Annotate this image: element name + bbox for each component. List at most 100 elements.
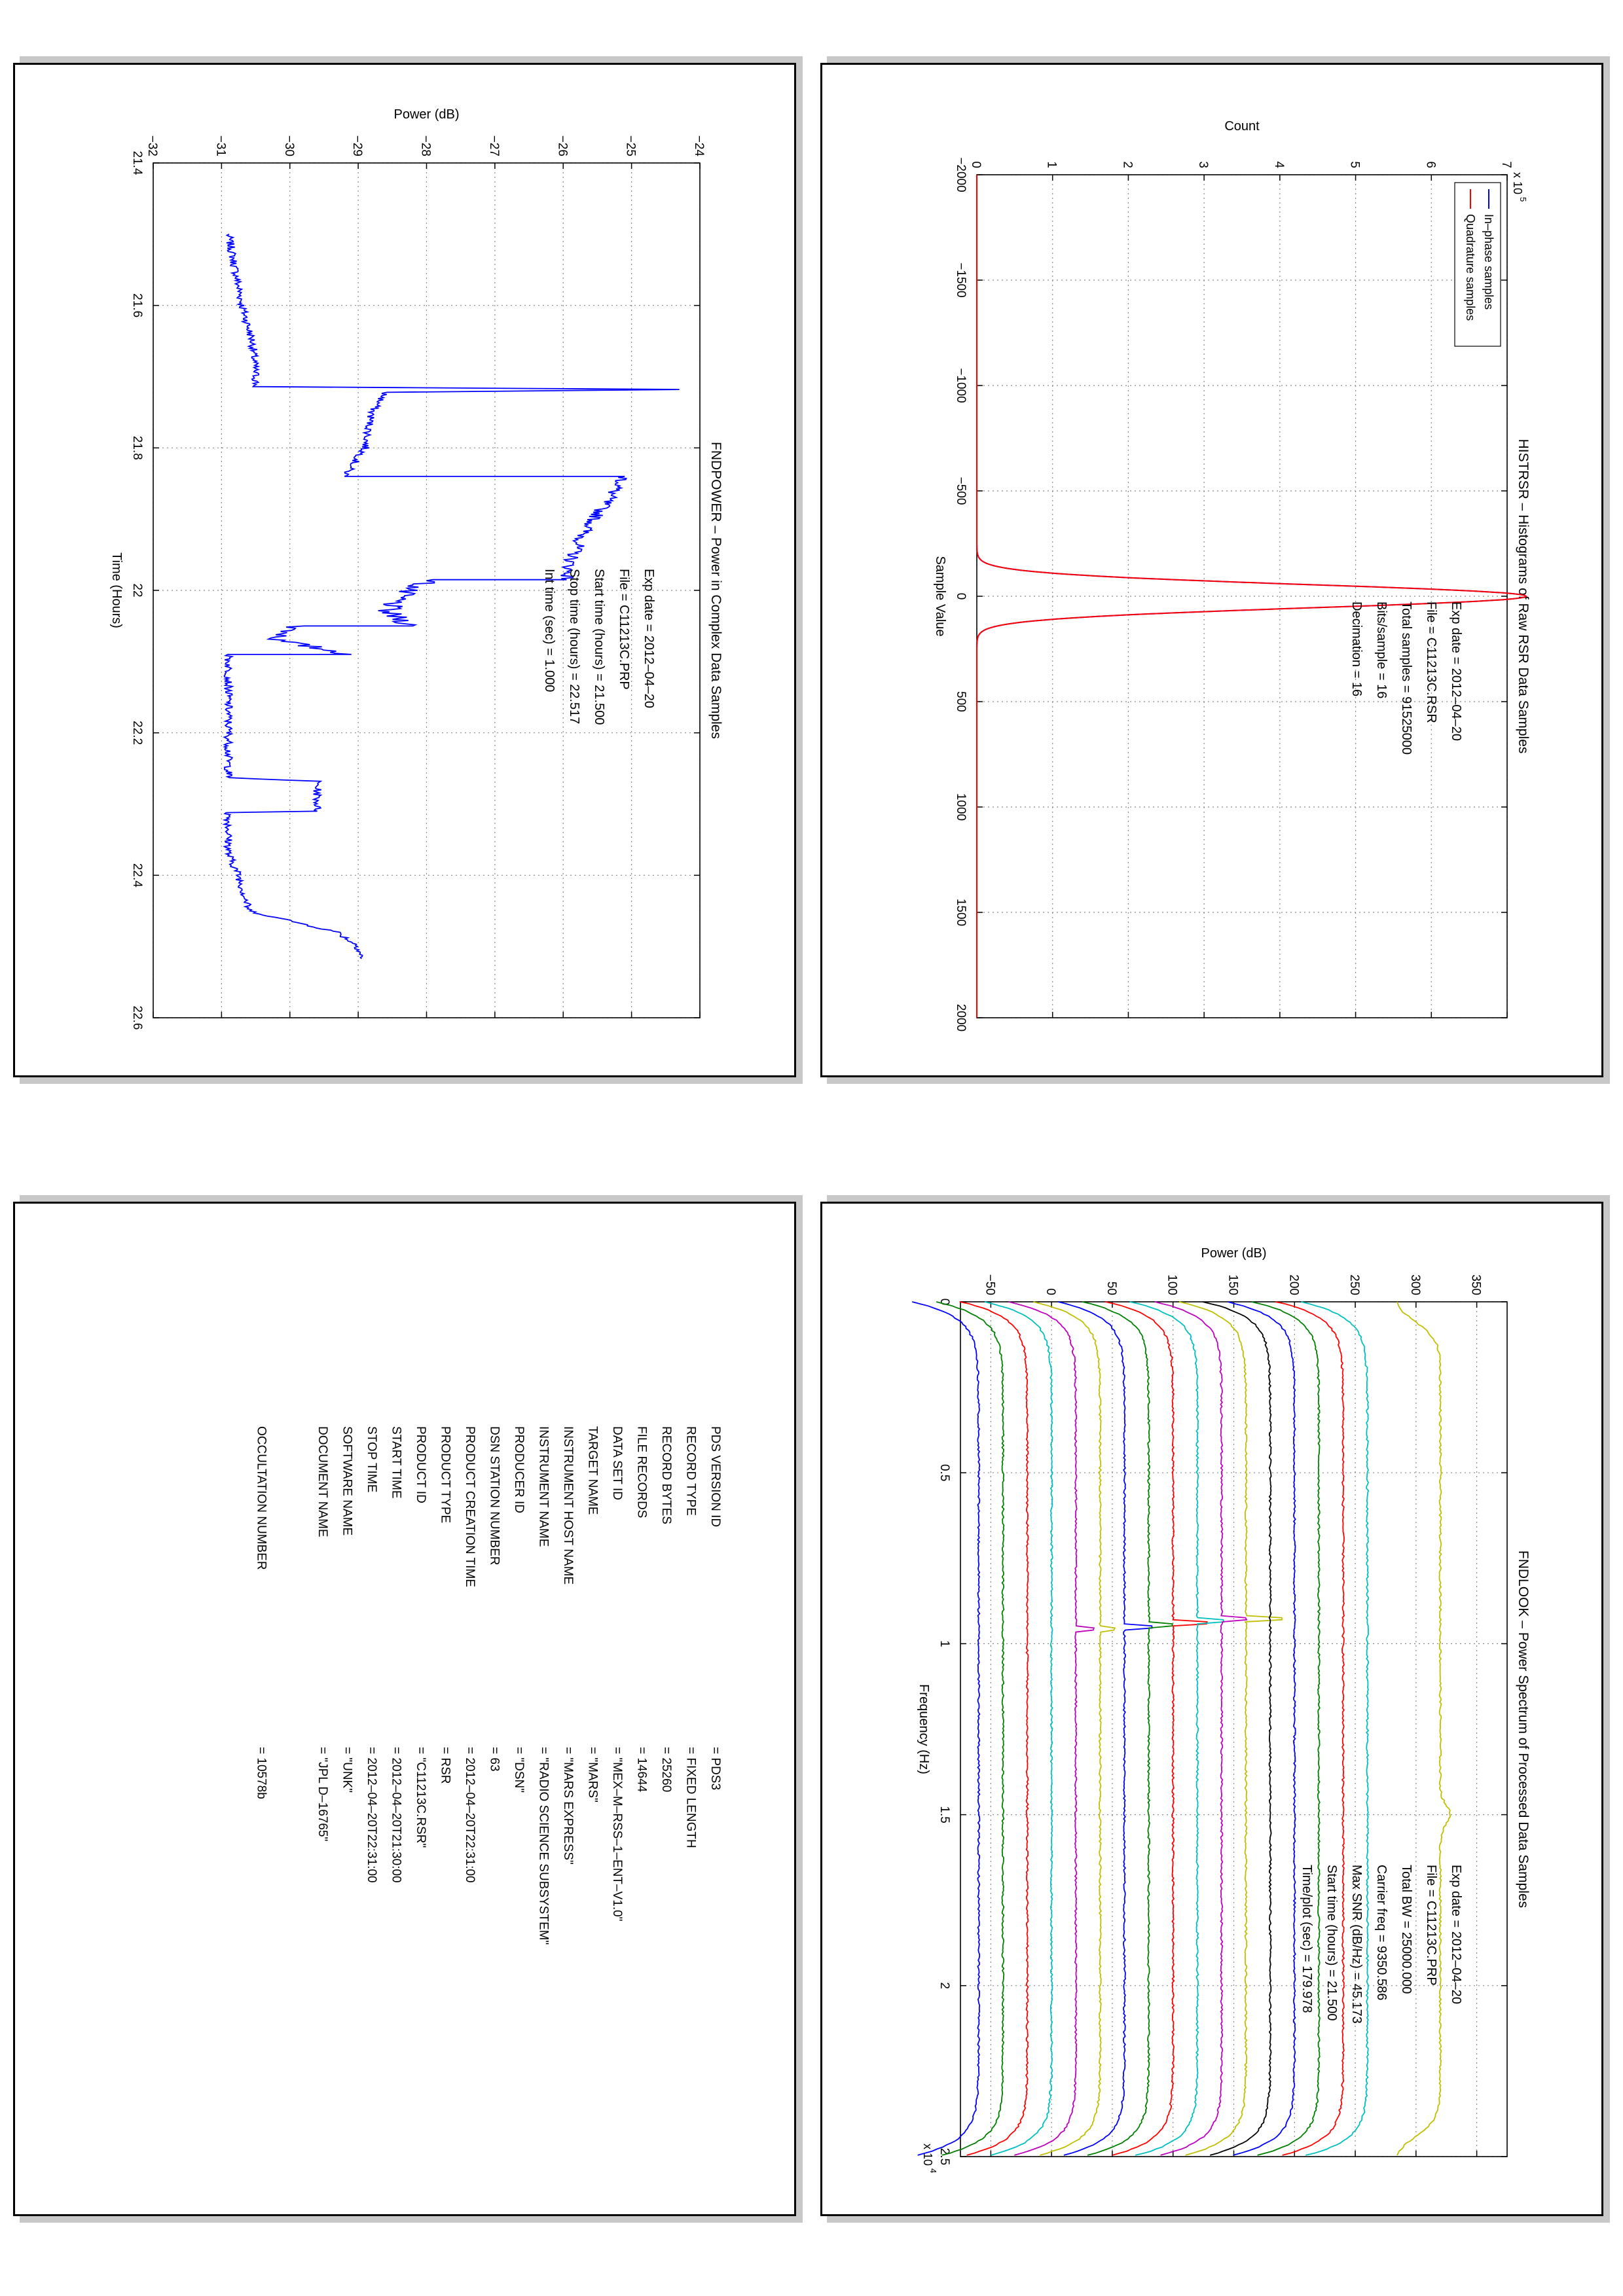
fndlook-series-line: [984, 1301, 1053, 2156]
fndlook-y-tick-label: 150: [1226, 1274, 1240, 1295]
label-value: = 10578b: [254, 1747, 268, 1799]
label-key: SOFTWARE NAME: [340, 1426, 354, 1535]
label-key: PRODUCER ID: [512, 1426, 526, 1513]
fndpower-series-line: [222, 233, 680, 960]
fndpower-info-line: Exp date = 2012–04–20: [642, 569, 656, 708]
label-value: = "JPL D–16765": [316, 1747, 329, 1841]
fndlook-series-line: [1396, 1301, 1451, 2156]
fndpower-y-tick-label: −24: [692, 135, 706, 157]
histrsr-x-tick-label: −1500: [954, 262, 968, 297]
histrsr-info-line: Total samples = 91525000: [1399, 601, 1413, 755]
histrsr-info-line: Decimation = 16: [1349, 601, 1364, 696]
label-value: = "UNK": [340, 1747, 354, 1793]
label-value: = 2012–04–20T21:30:00: [390, 1747, 403, 1883]
fndpower-y-tick-label: −29: [350, 135, 364, 156]
label-value: = "MARS": [586, 1747, 600, 1803]
histrsr-y-tick-label: 3: [1196, 161, 1210, 168]
histrsr-y-tick-label: 2: [1120, 161, 1134, 168]
fndlook-series-line: [1008, 1301, 1095, 2156]
fndpower-y-tick-label: −32: [145, 135, 159, 156]
fndlook-series-line: [1105, 1301, 1208, 2156]
histrsr-x-tick-label: 0: [954, 593, 968, 600]
pds-label-table: PDS VERSION ID = PDS3 RECORD TYPE = FIXED L…: [254, 1426, 722, 1945]
fndpower-y-tick-label: −30: [282, 135, 296, 156]
histrsr-x-tick-label: 2000: [954, 1004, 968, 1031]
fndpower-x-tick-label: 21.4: [130, 151, 144, 175]
label-key: INSTRUMENT HOST NAME: [561, 1426, 575, 1585]
label-value: = "RADIO SCIENCE SUBSYSTEM": [537, 1747, 551, 1945]
histrsr-x-tick-label: 1000: [954, 793, 968, 821]
fndlook-series-line: [1033, 1301, 1116, 2156]
label-key: START TIME: [390, 1426, 403, 1499]
histrsr-chart: −2000 −1500 −1000 −500 0 500 1000 1500 2000 0 1 2 3 4…: [933, 119, 1531, 1031]
fndlook-chart: 0 0.5 1 1.5 2 2.5 −50 0 50 100 150 200 250 300 350 FNDL…: [911, 1246, 1531, 2173]
fndlook-series-line: [1202, 1301, 1272, 2156]
fndpower-y-tick-label: −26: [555, 135, 569, 156]
fndpower-info-line: Int time (sec) = 1.000: [542, 569, 556, 692]
label-value: = "DSN": [512, 1747, 526, 1793]
fndlook-x-multiplier: x 10: [921, 2144, 934, 2166]
label-value: = 63: [488, 1747, 501, 1772]
fndlook-x-tick-label: 1: [938, 1640, 951, 1647]
fndlook-y-label: Power (dB): [1201, 1246, 1266, 1261]
fndlook-info-line: Max SNR (dB/Hz) = 45.173: [1349, 1865, 1364, 2024]
histrsr-x-tick-label: 500: [954, 691, 968, 712]
fndlook-y-tick-label: 0: [1044, 1288, 1057, 1295]
histrsr-legend-entry: In–phase samples: [1482, 214, 1495, 310]
histrsr-info-line: File = C11213C.RSR: [1424, 601, 1438, 723]
fndlook-series-line: [1082, 1301, 1173, 2156]
fndlook-y-tick-label: 300: [1408, 1274, 1422, 1295]
fndlook-series-line: [936, 1301, 1005, 2156]
label-key: STOP TIME: [365, 1426, 378, 1492]
label-value: = "MEX–M–RSS–1–ENT–V1.0": [610, 1747, 624, 1921]
histrsr-y-label: Count: [1224, 119, 1260, 134]
pds-label-frame: PDS VERSION ID = PDS3 RECORD TYPE = FIXED L…: [13, 1202, 796, 2216]
fndpower-x-tick-label: 21.6: [130, 293, 144, 317]
fndlook-y-tick-label: 350: [1469, 1274, 1483, 1295]
label-key: FILE RECORDS: [635, 1426, 649, 1518]
fndlook-title: FNDLOOK – Power Spectrum of Processed Da…: [1516, 1551, 1531, 1908]
histrsr-y-tick-label: 7: [1499, 161, 1513, 168]
label-key: PDS VERSION ID: [708, 1426, 722, 1527]
fndlook-series-line: [1301, 1301, 1370, 2156]
fndlook-x-tick-label: 1.5: [938, 1806, 951, 1823]
label-value: = 2012–04–20T22:31:00: [463, 1747, 477, 1883]
label-key: RECORD TYPE: [684, 1426, 698, 1516]
fndpower-info-line: Start time (hours) = 21.500: [592, 569, 606, 725]
label-value: = 14644: [635, 1747, 649, 1793]
fndpower-y-tick-label: −28: [419, 135, 433, 156]
fndlook-frame: 0 0.5 1 1.5 2 2.5 −50 0 50 100 150 200 250 300 350 FNDL…: [820, 1202, 1603, 2216]
label-key: PRODUCT CREATION TIME: [463, 1426, 477, 1587]
label-key: INSTRUMENT NAME: [537, 1426, 551, 1547]
fndpower-y-tick-label: −31: [213, 135, 227, 156]
fndpower-y-label: Power (dB): [393, 107, 459, 122]
fndlook-x-label: Frequency (Hz): [917, 1684, 931, 1774]
fndlook-series-line: [1058, 1301, 1153, 2156]
label-value: = "C11213C.RSR": [414, 1747, 428, 1848]
fndlook-y-tick-label: 50: [1104, 1282, 1118, 1295]
fndlook-series-line: [1251, 1301, 1321, 2156]
label-key: TARGET NAME: [586, 1426, 600, 1515]
histrsr-info-line: Bits/sample = 16: [1374, 601, 1389, 698]
label-key: RECORD BYTES: [659, 1426, 673, 1524]
fndpower-info-line: Stop time (hours) = 22.517: [567, 569, 581, 724]
histrsr-x-tick-label: −1000: [954, 368, 968, 403]
label-key: DOCUMENT NAME: [316, 1426, 329, 1537]
fndlook-info-line: Time/plot (sec) = 179.978: [1300, 1865, 1314, 2013]
label-key: PRODUCT TYPE: [439, 1426, 452, 1523]
fndpower-x-label: Time (Hours): [109, 552, 124, 628]
histrsr-y-tick-label: 6: [1423, 161, 1437, 168]
fndlook-x-tick-label: 2.5: [938, 2148, 951, 2165]
fndlook-x-tick-label: 0.5: [938, 1464, 951, 1481]
fndlook-info-line: Start time (hours) = 21.500: [1324, 1865, 1339, 2020]
fndlook-series-line: [1178, 1301, 1283, 2156]
fndlook-y-tick-label: −50: [983, 1274, 996, 1295]
fndlook-x-tick-label: 2: [938, 1982, 951, 1990]
histrsr-x-label: Sample Value: [933, 556, 947, 636]
histrsr-series-line: [976, 175, 1527, 1018]
label-key: DSN STATION NUMBER: [488, 1426, 501, 1566]
histrsr-x-tick-label: −2000: [954, 157, 968, 192]
histrsr-x-tick-label: 1500: [954, 899, 968, 926]
label-value: = "MARS EXPRESS": [561, 1747, 575, 1865]
fndlook-x-tick-label: 0: [938, 1299, 951, 1306]
